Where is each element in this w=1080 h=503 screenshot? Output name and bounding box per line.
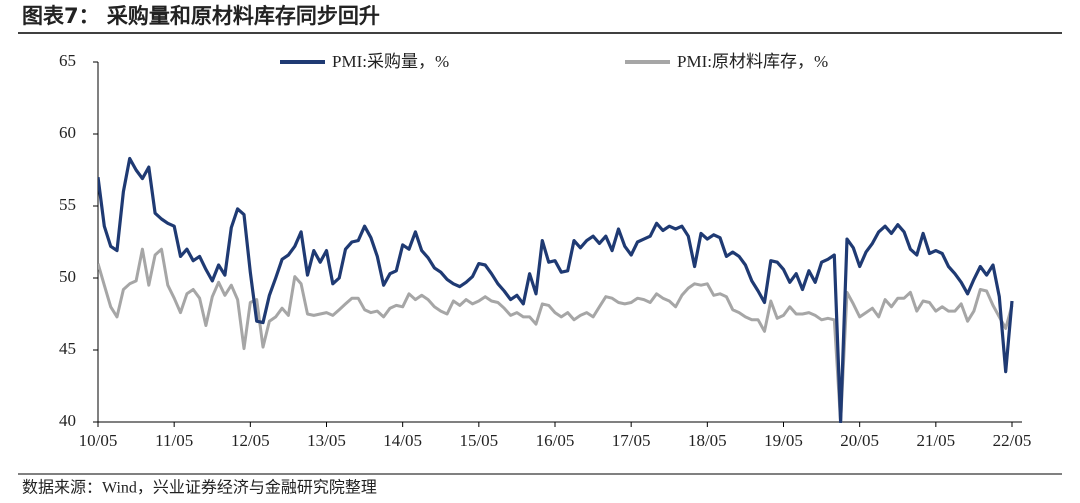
y-tick-label: 60 — [59, 123, 76, 142]
x-tick-label: 15/05 — [459, 431, 498, 450]
y-tick-label: 55 — [59, 195, 76, 214]
chart-title: 图表7： 采购量和原材料库存同步回升 — [22, 4, 380, 28]
x-tick-label: 16/05 — [536, 431, 575, 450]
x-tick-label: 18/05 — [688, 431, 727, 450]
x-tick-label: 13/05 — [307, 431, 346, 450]
x-tick-label: 10/05 — [79, 431, 118, 450]
x-tick-label: 11/05 — [155, 431, 193, 450]
x-tick-label: 19/05 — [764, 431, 803, 450]
y-tick-label: 40 — [59, 411, 76, 430]
y-tick-label: 50 — [59, 267, 76, 286]
source: 数据来源：Wind，兴业证券经济与金融研究院整理 — [22, 479, 377, 497]
x-tick-label: 12/05 — [231, 431, 270, 450]
x-tick-label: 17/05 — [612, 431, 651, 450]
x-tick-label: 20/05 — [840, 431, 879, 450]
x-tick-label: 21/05 — [916, 431, 955, 450]
series-line — [98, 156, 1014, 423]
legend-label: PMI:原材料库存，% — [677, 52, 828, 71]
x-tick-label: 22/05 — [993, 431, 1032, 450]
series-line — [98, 247, 1014, 423]
y-tick-label: 65 — [59, 51, 76, 70]
x-tick-label: 14/05 — [383, 431, 422, 450]
legend-label: PMI:采购量，% — [332, 52, 449, 71]
y-tick-label: 45 — [59, 339, 76, 358]
plot-area — [98, 156, 1014, 423]
